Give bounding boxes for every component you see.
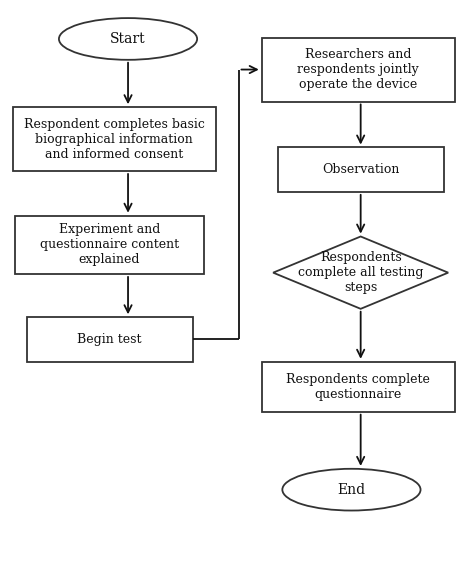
FancyBboxPatch shape xyxy=(262,38,455,102)
Text: Researchers and
respondents jointly
operate the device: Researchers and respondents jointly oper… xyxy=(298,48,419,91)
FancyBboxPatch shape xyxy=(278,147,444,192)
Text: End: End xyxy=(337,483,365,497)
Text: Experiment and
questionnaire content
explained: Experiment and questionnaire content exp… xyxy=(40,223,179,266)
Text: Respondent completes basic
biographical information
and informed consent: Respondent completes basic biographical … xyxy=(24,117,205,161)
Text: Begin test: Begin test xyxy=(77,333,142,346)
Text: Respondents complete
questionnaire: Respondents complete questionnaire xyxy=(286,373,430,401)
Polygon shape xyxy=(273,237,448,309)
Text: Start: Start xyxy=(110,32,146,46)
FancyBboxPatch shape xyxy=(262,362,455,412)
Text: Observation: Observation xyxy=(322,163,400,176)
Text: Respondents
complete all testing
steps: Respondents complete all testing steps xyxy=(298,251,423,294)
Ellipse shape xyxy=(59,18,197,60)
Ellipse shape xyxy=(283,469,420,510)
FancyBboxPatch shape xyxy=(27,317,192,362)
FancyBboxPatch shape xyxy=(13,107,216,171)
FancyBboxPatch shape xyxy=(15,216,204,274)
